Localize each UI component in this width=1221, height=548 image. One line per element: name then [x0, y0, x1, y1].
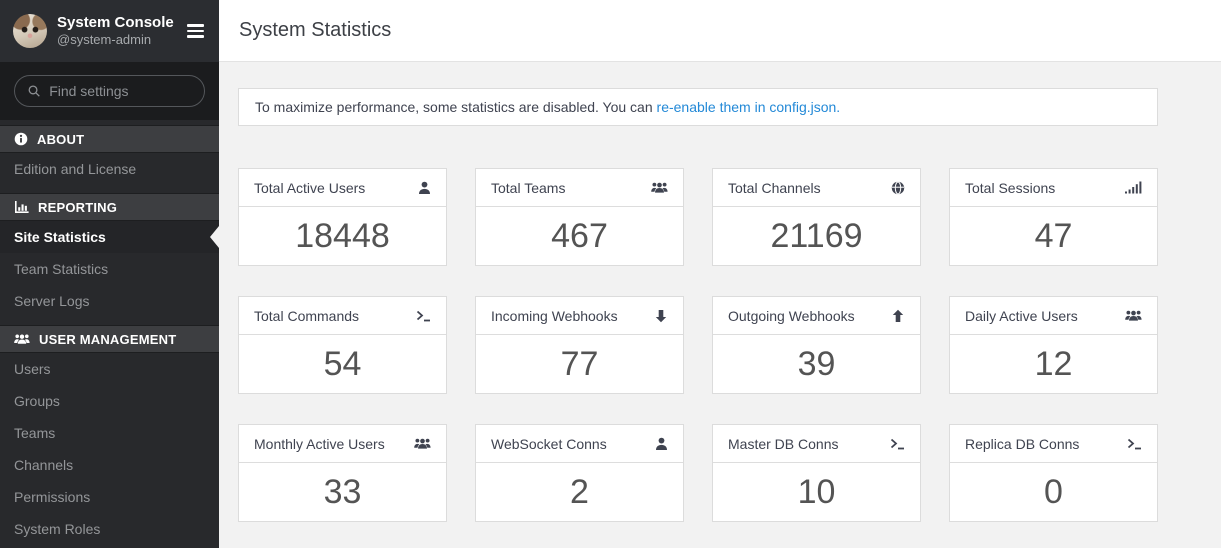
stat-label: Outgoing Webhooks [728, 308, 855, 324]
stat-card-websocket-conns: WebSocket Conns 2 [475, 424, 684, 522]
search-input[interactable] [49, 83, 191, 99]
terminal-icon [1127, 437, 1142, 450]
main-header: System Statistics [219, 0, 1221, 62]
globe-icon [891, 181, 905, 195]
stat-value: 39 [713, 335, 920, 393]
stat-card-total-teams: Total Teams 467 [475, 168, 684, 266]
avatar [13, 14, 47, 48]
terminal-icon [890, 437, 905, 450]
stat-value: 10 [713, 463, 920, 521]
sidebar-item-edition-license[interactable]: Edition and License [0, 153, 219, 185]
sidebar-item-system-roles[interactable]: System Roles [0, 513, 219, 545]
stat-value: 54 [239, 335, 446, 393]
stat-card-incoming-webhooks: Incoming Webhooks 77 [475, 296, 684, 394]
stat-label: Monthly Active Users [254, 436, 385, 452]
bar-chart-icon [14, 200, 29, 214]
banner-text: To maximize performance, some statistics… [255, 99, 657, 115]
arrow-down-icon [654, 309, 668, 323]
search-icon [28, 84, 40, 98]
page-title: System Statistics [239, 19, 391, 42]
sidebar-item-groups[interactable]: Groups [0, 385, 219, 417]
stat-card-outgoing-webhooks: Outgoing Webhooks 39 [712, 296, 921, 394]
stat-value: 0 [950, 463, 1157, 521]
stat-card-replica-db-conns: Replica DB Conns 0 [949, 424, 1158, 522]
stat-label: Total Commands [254, 308, 359, 324]
users-icon [1125, 309, 1142, 322]
section-header-about: ABOUT [0, 125, 219, 153]
stat-label: Master DB Conns [728, 436, 838, 452]
terminal-icon [416, 309, 431, 322]
stat-value: 21169 [713, 207, 920, 265]
config-json-link[interactable]: re-enable them in config.json. [657, 99, 841, 115]
section-label: REPORTING [38, 200, 117, 215]
section-label: USER MANAGEMENT [39, 332, 176, 347]
sidebar-item-team-statistics[interactable]: Team Statistics [0, 253, 219, 285]
sidebar-item-channels[interactable]: Channels [0, 449, 219, 481]
stat-value: 77 [476, 335, 683, 393]
stat-label: Total Teams [491, 180, 565, 196]
sidebar-nav: ABOUT Edition and License REPORTING Site… [0, 120, 219, 548]
stat-label: Total Active Users [254, 180, 365, 196]
app: System Console @system-admin [0, 0, 1221, 548]
users-icon [651, 181, 668, 194]
console-title: System Console [57, 14, 174, 33]
content: To maximize performance, some statistics… [219, 62, 1221, 522]
stat-card-monthly-active-users: Monthly Active Users 33 [238, 424, 447, 522]
stat-card-total-sessions: Total Sessions 47 [949, 168, 1158, 266]
user-icon [418, 181, 431, 195]
sidebar: System Console @system-admin [0, 0, 219, 548]
stat-label: Total Sessions [965, 180, 1055, 196]
search-pill[interactable] [14, 75, 205, 107]
stats-grid: Total Active Users 18448 Total Teams [238, 168, 1158, 522]
menu-icon[interactable] [185, 20, 206, 42]
sidebar-item-server-logs[interactable]: Server Logs [0, 285, 219, 317]
section-user-management: USER MANAGEMENT Users Groups Teams Chann… [0, 325, 219, 545]
stat-value: 47 [950, 207, 1157, 265]
user-icon [655, 437, 668, 451]
stat-card-total-active-users: Total Active Users 18448 [238, 168, 447, 266]
stat-value: 467 [476, 207, 683, 265]
stat-value: 33 [239, 463, 446, 521]
sidebar-item-teams[interactable]: Teams [0, 417, 219, 449]
stat-label: Incoming Webhooks [491, 308, 618, 324]
sidebar-header: System Console @system-admin [0, 0, 219, 62]
sidebar-header-text: System Console @system-admin [57, 14, 174, 49]
users-icon [14, 333, 30, 345]
stat-value: 12 [950, 335, 1157, 393]
stat-card-daily-active-users: Daily Active Users 12 [949, 296, 1158, 394]
info-icon [14, 132, 28, 146]
arrow-up-icon [891, 309, 905, 323]
section-header-user-management: USER MANAGEMENT [0, 325, 219, 353]
signal-icon [1125, 181, 1142, 194]
stat-card-total-channels: Total Channels 21169 [712, 168, 921, 266]
sidebar-item-users[interactable]: Users [0, 353, 219, 385]
stat-card-master-db-conns: Master DB Conns 10 [712, 424, 921, 522]
stat-label: WebSocket Conns [491, 436, 607, 452]
sidebar-item-permissions[interactable]: Permissions [0, 481, 219, 513]
stat-label: Daily Active Users [965, 308, 1078, 324]
notice-banner: To maximize performance, some statistics… [238, 88, 1158, 126]
stat-label: Replica DB Conns [965, 436, 1079, 452]
section-label: ABOUT [37, 132, 84, 147]
sidebar-search [0, 62, 219, 120]
stat-value: 2 [476, 463, 683, 521]
section-reporting: REPORTING Site Statistics Team Statistic… [0, 193, 219, 317]
stat-label: Total Channels [728, 180, 821, 196]
users-icon [414, 437, 431, 450]
admin-username: @system-admin [57, 32, 174, 48]
section-about: ABOUT Edition and License [0, 125, 219, 185]
section-header-reporting: REPORTING [0, 193, 219, 221]
stat-card-total-commands: Total Commands 54 [238, 296, 447, 394]
stat-value: 18448 [239, 207, 446, 265]
main: System Statistics To maximize performanc… [219, 0, 1221, 548]
sidebar-item-site-statistics[interactable]: Site Statistics [0, 221, 219, 253]
